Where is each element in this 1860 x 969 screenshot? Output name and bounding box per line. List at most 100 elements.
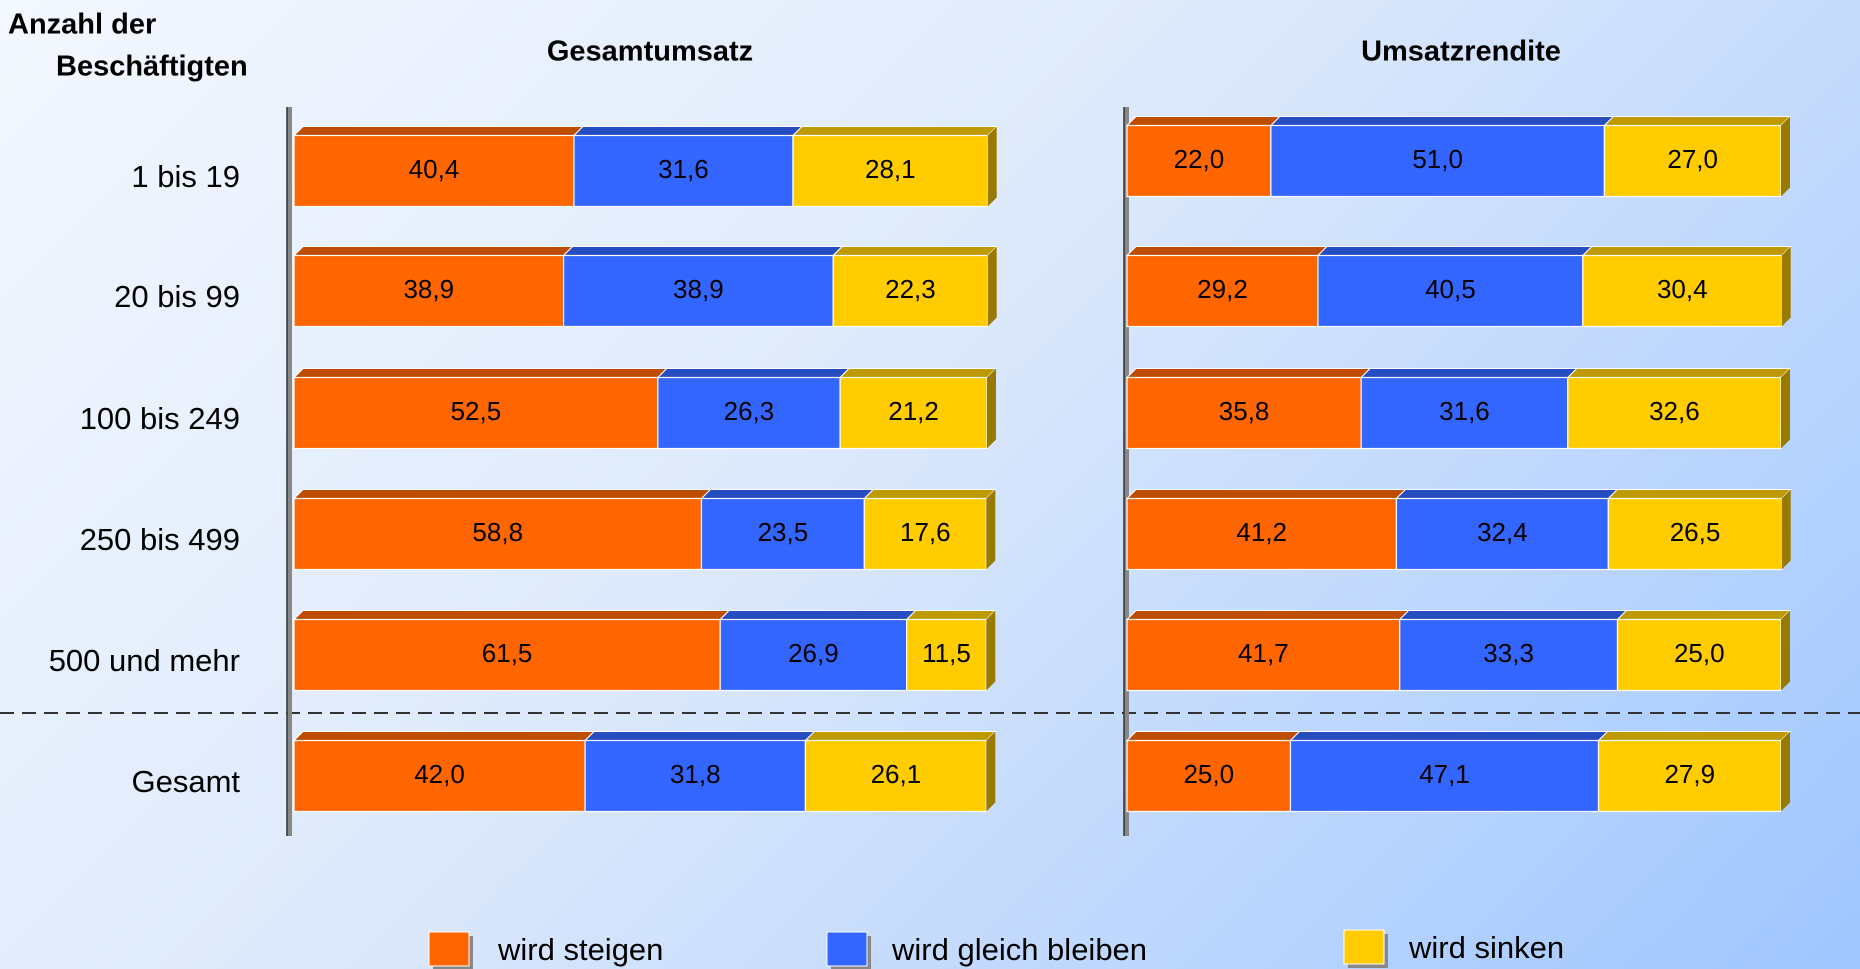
bar-top: [292, 489, 712, 499]
bar-top: [905, 610, 997, 620]
value-label: 47,1: [1419, 759, 1470, 789]
legend-label: wird sinken: [1408, 930, 1564, 965]
y-tick-label: 100 bis 249: [80, 401, 240, 436]
value-label: 40,4: [409, 154, 460, 184]
bar-top: [1597, 731, 1792, 741]
panel-title: Umsatzrendite: [1361, 36, 1561, 68]
bar: [1317, 254, 1584, 328]
bar: [1126, 739, 1292, 813]
bar-top: [838, 368, 998, 378]
value-label: 35,8: [1219, 396, 1270, 426]
bar: [719, 618, 908, 692]
bar-side: [986, 489, 996, 570]
category-axis-title: Beschäftigten: [56, 51, 248, 83]
bar-top: [1566, 368, 1792, 378]
axis-line: [1124, 107, 1129, 836]
bar: [1270, 124, 1606, 198]
legend-swatch: [428, 931, 470, 967]
bar: [839, 376, 988, 450]
bar-top: [1359, 368, 1579, 378]
bar: [293, 376, 659, 450]
bar: [562, 254, 834, 328]
bar-top: [572, 126, 804, 136]
bar: [700, 497, 865, 571]
value-label: 29,2: [1197, 274, 1248, 304]
bar: [1597, 739, 1782, 813]
bar: [293, 254, 565, 328]
panel-title: Gesamtumsatz: [547, 36, 753, 68]
y-tick-label: 20 bis 99: [114, 279, 240, 314]
bar: [1126, 497, 1398, 571]
bar-side: [986, 731, 996, 812]
category-axis-title: Anzahl der: [8, 9, 156, 41]
value-label: 25,0: [1674, 638, 1725, 668]
bar-top: [583, 731, 816, 741]
value-label: 27,9: [1664, 759, 1715, 789]
value-label: 26,1: [871, 759, 922, 789]
bar: [792, 134, 989, 208]
bar: [293, 739, 586, 813]
bar-top: [292, 246, 574, 256]
value-label: 28,1: [865, 154, 916, 184]
value-label: 26,9: [788, 638, 839, 668]
value-label: 11,5: [922, 638, 971, 668]
bar-side: [1781, 246, 1791, 327]
value-label: 41,7: [1238, 638, 1289, 668]
value-label: 42,0: [414, 759, 465, 789]
bar-top: [1289, 731, 1609, 741]
bar-top: [1125, 116, 1282, 126]
bar-top: [656, 368, 851, 378]
value-label: 38,9: [673, 274, 724, 304]
value-label: 41,2: [1236, 517, 1287, 547]
bar: [1126, 254, 1319, 328]
bar-top: [804, 731, 997, 741]
value-label: 51,0: [1412, 144, 1463, 174]
bar-top: [863, 489, 997, 499]
value-label: 61,5: [482, 638, 533, 668]
bar-top: [1125, 489, 1407, 499]
bar-side: [1781, 368, 1790, 449]
bar: [1126, 124, 1272, 198]
value-label: 31,6: [658, 154, 709, 184]
bar-side: [987, 368, 996, 449]
bar: [1395, 497, 1609, 571]
value-label: 30,4: [1657, 274, 1708, 304]
y-tick-label: 500 und mehr: [49, 643, 240, 678]
value-label: 26,3: [724, 396, 775, 426]
bar: [804, 739, 987, 813]
value-label: 26,5: [1670, 517, 1721, 547]
value-label: 25,0: [1183, 759, 1234, 789]
bar: [1582, 254, 1783, 328]
bar-top: [1125, 368, 1372, 378]
legend-swatch: [1343, 929, 1385, 965]
value-label: 22,3: [885, 274, 936, 304]
value-label: 32,4: [1477, 517, 1528, 547]
value-label: 33,3: [1483, 638, 1534, 668]
bar-top: [1581, 246, 1792, 256]
value-label: 31,6: [1439, 396, 1490, 426]
axis-line: [287, 107, 292, 836]
value-label: 58,8: [472, 517, 523, 547]
value-label: 31,8: [670, 759, 721, 789]
value-label: 27,0: [1667, 144, 1718, 174]
bar-side: [1781, 610, 1790, 691]
bar-top: [791, 126, 998, 136]
bar-top: [562, 246, 844, 256]
bar-top: [1125, 731, 1301, 741]
bar: [1289, 739, 1600, 813]
y-tick-label: Gesamt: [131, 764, 240, 799]
legend-label: wird steigen: [497, 932, 663, 967]
bar: [832, 254, 989, 328]
bar: [293, 618, 721, 692]
bar-top: [831, 246, 998, 256]
bar: [1616, 618, 1782, 692]
legend-label: wird gleich bleiben: [891, 932, 1147, 967]
bar: [293, 134, 575, 208]
value-label: 17,6: [900, 517, 951, 547]
bar: [1399, 618, 1619, 692]
bar-top: [718, 610, 917, 620]
bar: [906, 618, 987, 692]
bar-top: [292, 368, 669, 378]
bar: [863, 497, 987, 571]
